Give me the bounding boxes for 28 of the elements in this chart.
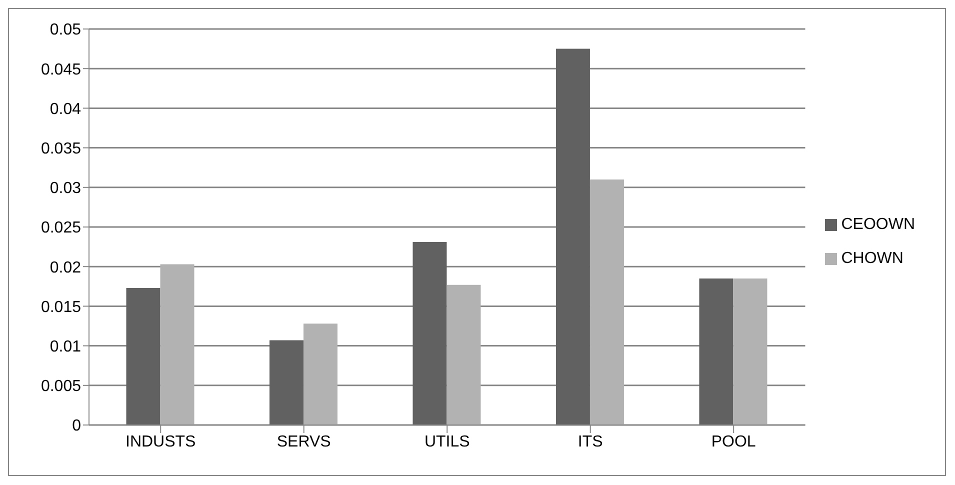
x-tick-label: INDUSTS — [126, 433, 196, 450]
bar — [699, 278, 734, 425]
x-tick-label: SERVS — [276, 433, 331, 450]
bar — [269, 340, 304, 425]
bar — [446, 284, 481, 425]
y-tick-label: 0.05 — [50, 22, 82, 39]
x-tick-label: UTILS — [424, 433, 470, 450]
y-tick-label: 0.04 — [50, 100, 82, 118]
x-tick-label: ITS — [578, 433, 603, 450]
bar — [590, 179, 624, 425]
y-tick-label: 0.005 — [40, 378, 82, 396]
bar — [412, 242, 447, 425]
y-tick-label: 0.045 — [40, 61, 82, 78]
y-tick-label: 0.02 — [50, 259, 82, 276]
y-tick-label: 0.015 — [40, 298, 82, 316]
y-tick-label: 0 — [72, 418, 82, 435]
bar — [303, 324, 338, 425]
y-tick-label: 0.03 — [50, 180, 82, 198]
bar — [556, 48, 590, 425]
legend-label: CHOWN — [841, 250, 904, 267]
bar — [733, 278, 768, 425]
y-tick-label: 0.025 — [40, 220, 82, 237]
x-tick-label: POOL — [711, 433, 756, 450]
bar — [160, 264, 194, 425]
bar — [126, 288, 160, 425]
y-tick-label: 0.01 — [50, 338, 82, 356]
y-tick-label: 0.035 — [40, 140, 82, 158]
legend-label: CEOOWN — [841, 216, 915, 233]
